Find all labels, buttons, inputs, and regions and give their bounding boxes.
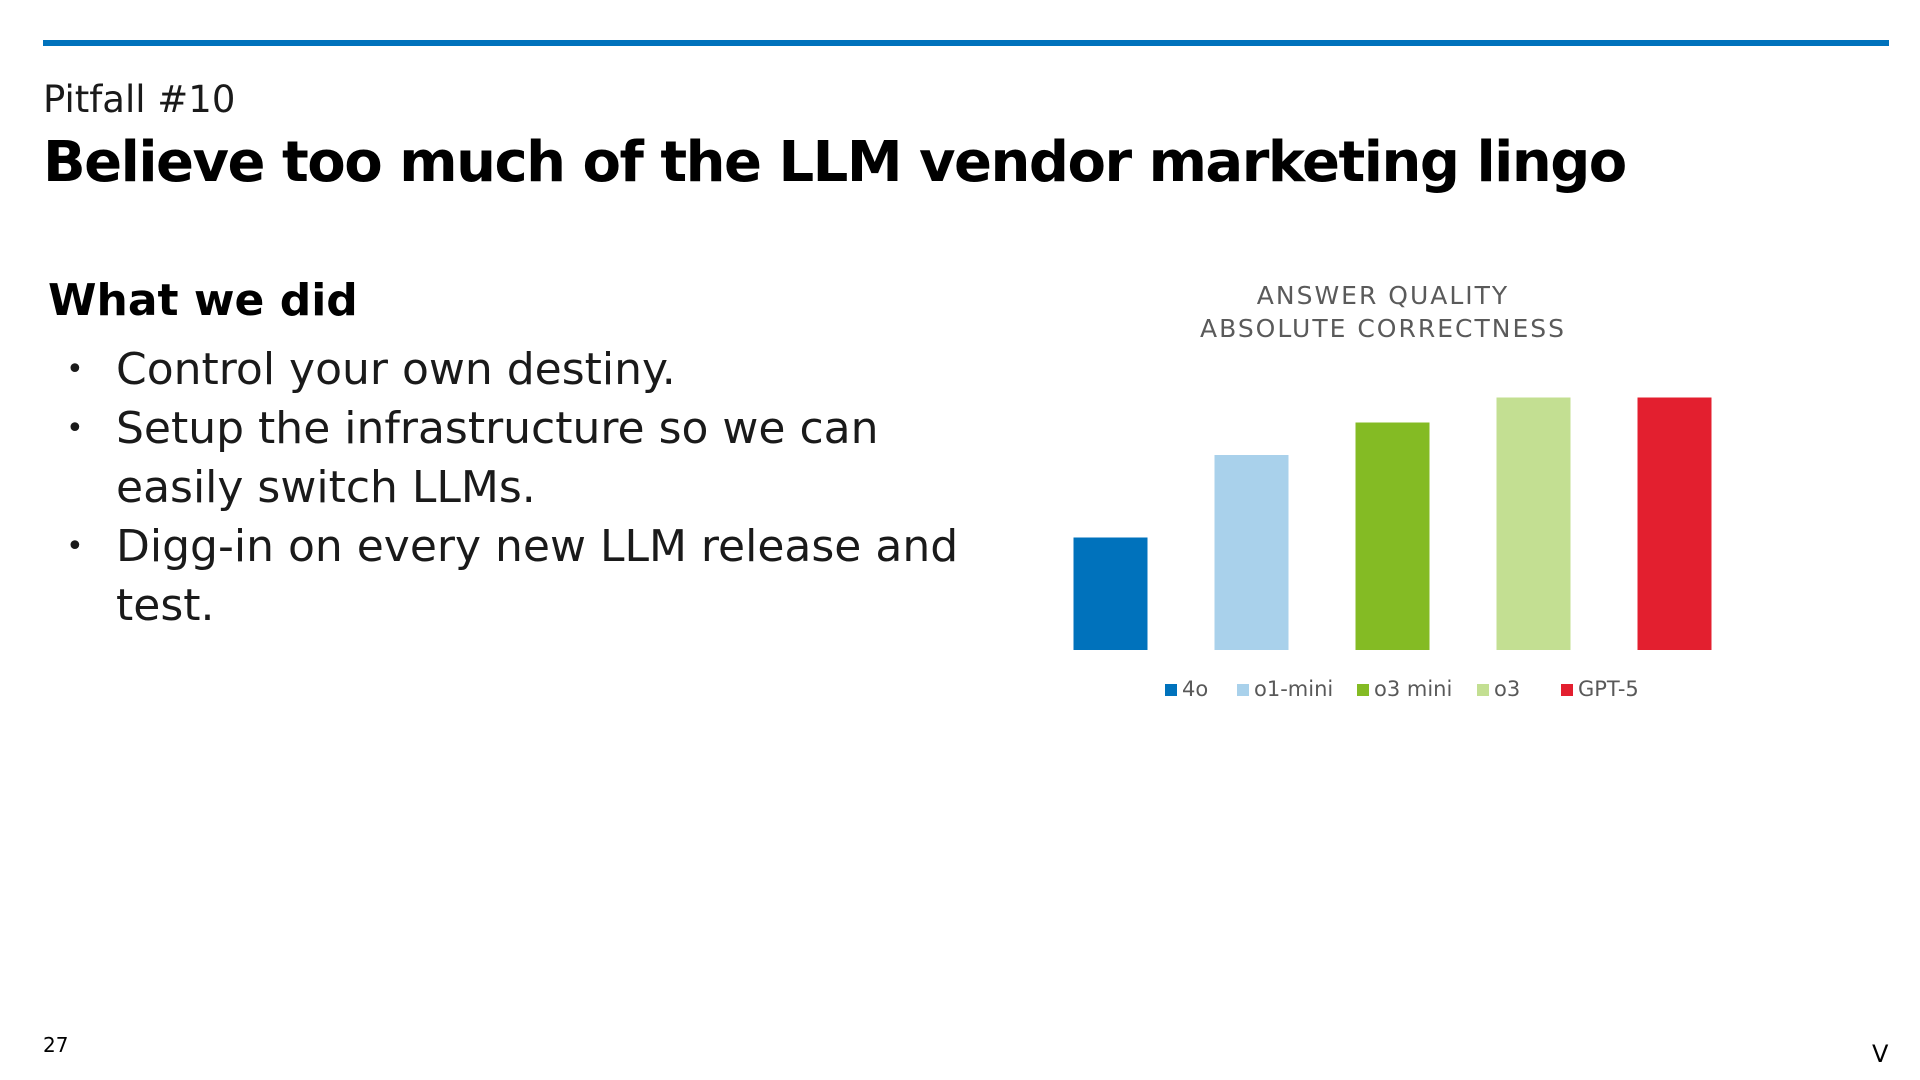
- legend-label: o3 mini: [1374, 677, 1452, 701]
- chart-legend: 4o o1-mini o3 mini o3 GPT-5: [1165, 677, 1639, 701]
- bullet-text: Control your own destiny.: [116, 344, 676, 395]
- bar-o3-mini: [1355, 422, 1430, 650]
- legend-swatch: [1561, 684, 1573, 696]
- bullet-dot-icon: •: [66, 352, 84, 387]
- legend-label: GPT-5: [1578, 677, 1639, 701]
- bullet-dot-icon: •: [66, 411, 84, 446]
- bar-o3: [1496, 397, 1571, 650]
- bullet-text: Setup the infrastructure so we can easil…: [116, 403, 879, 513]
- bullet-dot-icon: •: [66, 529, 84, 564]
- page-number: 27: [43, 1033, 69, 1057]
- legend-swatch: [1165, 684, 1177, 696]
- bullet-item: • Setup the infrastructure so we can eas…: [62, 399, 962, 517]
- slide-kicker: Pitfall #10: [43, 78, 236, 121]
- chart-bars: [1073, 397, 1712, 650]
- answer-quality-chart: ANSWER QUALITY ABSOLUTE CORRECTNESS 4o o1…: [1073, 281, 1712, 701]
- bullet-item: • Digg-in on every new LLM release and t…: [62, 517, 962, 635]
- legend-swatch: [1357, 684, 1369, 696]
- section-heading: What we did: [48, 275, 358, 326]
- chart-title-line-1: ANSWER QUALITY: [1257, 281, 1509, 310]
- chart-title-line-2: ABSOLUTE CORRECTNESS: [1200, 314, 1566, 343]
- legend-swatch: [1237, 684, 1249, 696]
- slide-title: Believe too much of the LLM vendor marke…: [43, 130, 1627, 195]
- bar-4o: [1073, 537, 1148, 650]
- top-accent-rule: [43, 40, 1889, 46]
- bullet-list: • Control your own destiny. • Setup the …: [62, 340, 962, 635]
- legend-label: o1-mini: [1254, 677, 1333, 701]
- bar-o1-mini: [1214, 455, 1289, 650]
- legend-label: o3: [1494, 677, 1520, 701]
- legend-swatch: [1477, 684, 1489, 696]
- legend-label: 4o: [1182, 677, 1208, 701]
- corner-mark: V: [1872, 1040, 1889, 1068]
- bar-gpt-5: [1637, 397, 1712, 650]
- bullet-text: Digg-in on every new LLM release and tes…: [116, 521, 959, 631]
- bullet-item: • Control your own destiny.: [62, 340, 962, 399]
